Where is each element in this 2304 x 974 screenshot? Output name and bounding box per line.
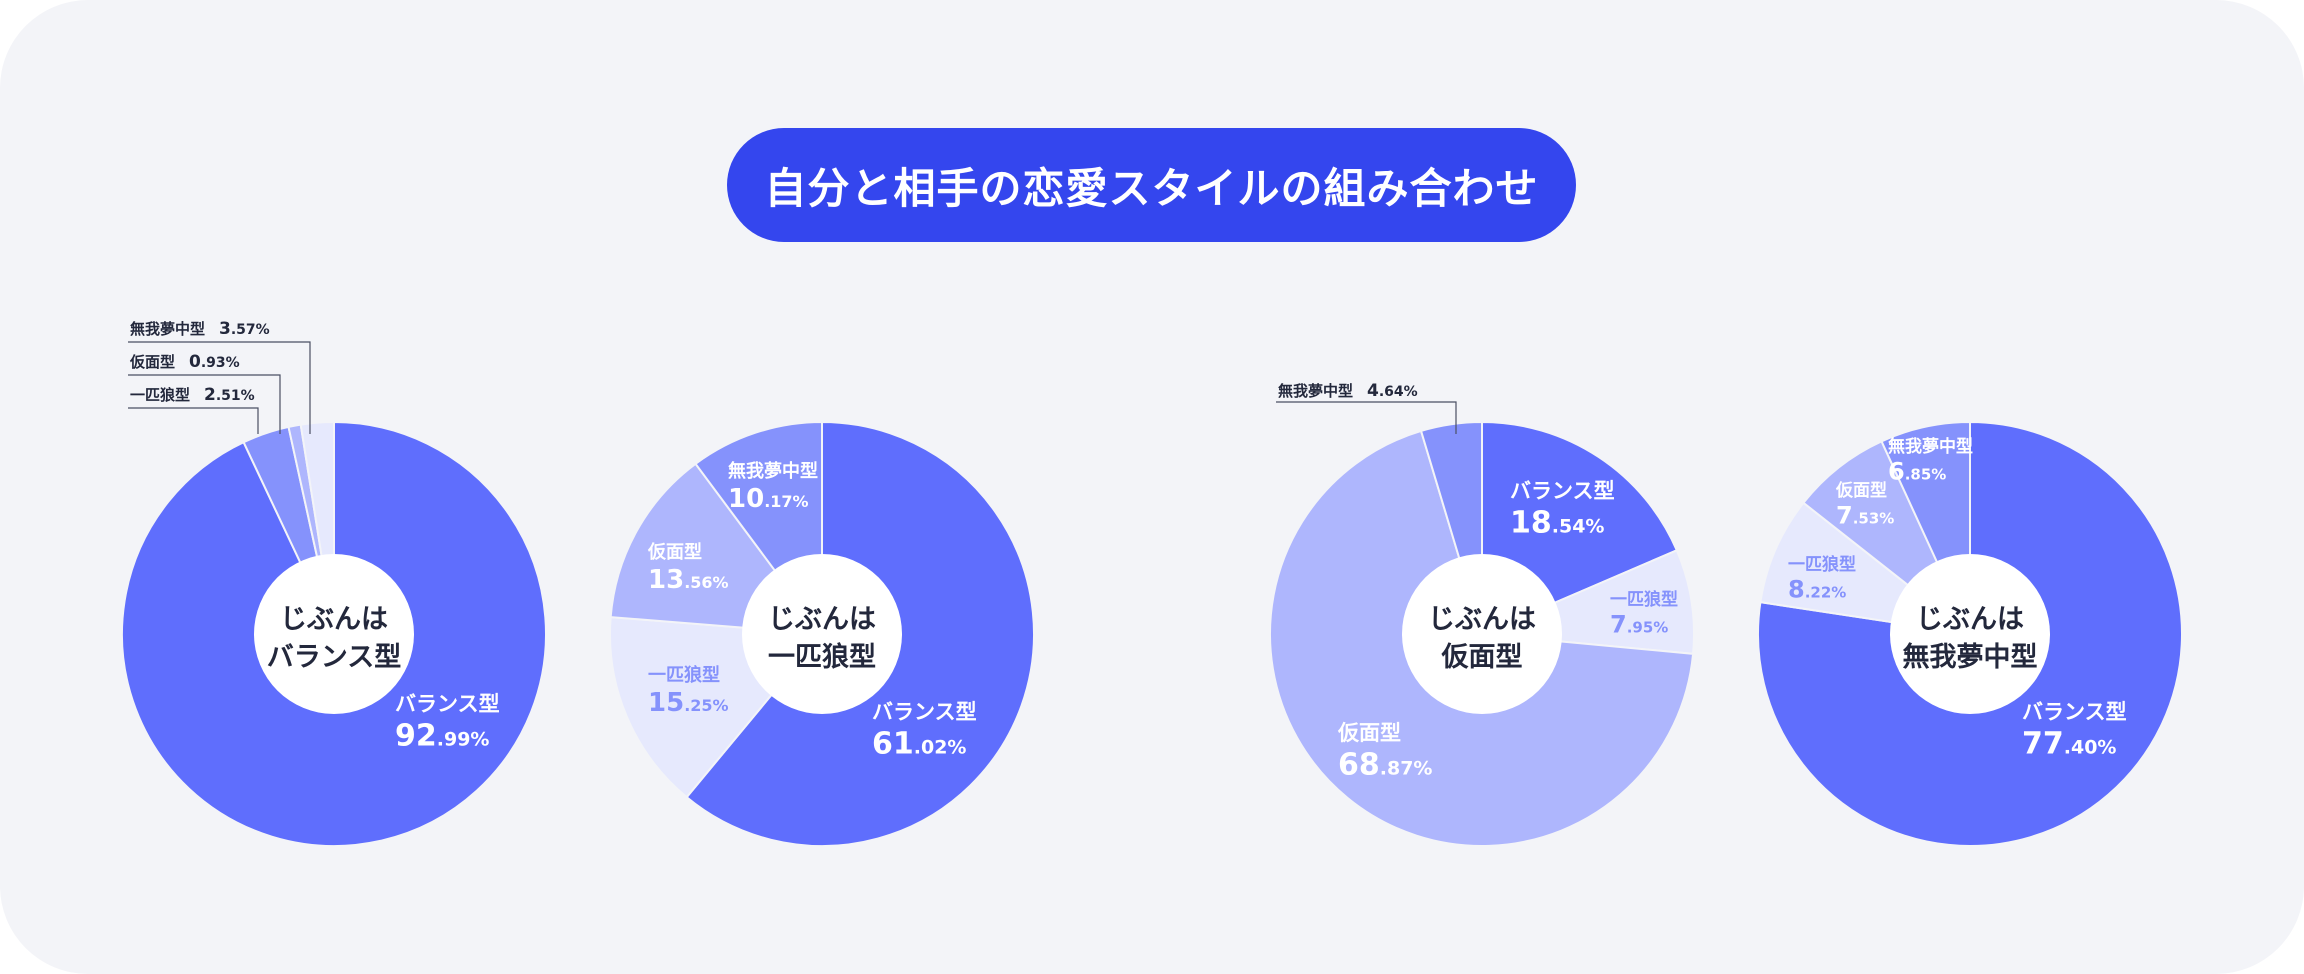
center-label-line-1: じぶんは	[1428, 604, 1536, 635]
value-dec: .54%	[1552, 516, 1605, 538]
value-dec: .85%	[1905, 466, 1947, 484]
value-int: 2	[204, 385, 216, 405]
callout-line-kamen	[128, 374, 281, 434]
slice-label-kamen: 仮面型	[1337, 721, 1401, 745]
slice-label-balance: バランス型	[395, 692, 500, 716]
value-int: 7	[1610, 611, 1627, 639]
slice-label-balance: バランス型	[872, 700, 977, 724]
slice-label-kamen: 仮面型	[1835, 480, 1887, 501]
slice-value-kamen: 68.87%	[1338, 748, 1432, 783]
slice-value-ippiki: 8.22%	[1788, 576, 1846, 604]
slice-label-balance: バランス型	[1510, 479, 1615, 503]
center-hole	[1402, 554, 1562, 714]
value-dec: .22%	[1805, 584, 1847, 602]
value-dec: .64%	[1379, 384, 1418, 400]
callout-line-ippiki	[128, 407, 259, 434]
value-dec: .56%	[684, 573, 728, 592]
slice-value-muga: 10.17%	[728, 484, 809, 514]
slice-value-muga: 6.85%	[1888, 458, 1946, 486]
value-int: 13	[648, 565, 684, 595]
value-int: 3	[219, 319, 231, 339]
slice-value-balance: 61.02%	[872, 727, 966, 762]
slice-value-ippiki: 7.95%	[1610, 611, 1668, 639]
callout-value-muga: 4.64%	[1367, 381, 1418, 401]
value-int: 68	[1338, 748, 1380, 783]
center-label-line-2: 仮面型	[1441, 642, 1523, 673]
callout-value-kamen: 0.93%	[189, 352, 240, 372]
value-int: 10	[728, 484, 764, 514]
value-dec: .87%	[1380, 758, 1433, 780]
slice-label-ippiki: 一匹狼型	[648, 664, 720, 686]
center-label-line-2: 無我夢中型	[1903, 642, 2038, 673]
callout-line-muga	[1276, 401, 1457, 434]
center-label-line-1: じぶんは	[768, 604, 876, 635]
slice-value-balance: 77.40%	[2022, 727, 2116, 762]
value-int: 15	[648, 688, 684, 718]
callout-label-ippiki: 一匹狼型	[130, 386, 190, 404]
value-dec: .53%	[1853, 510, 1895, 528]
slice-label-muga: 無我夢中型	[1888, 436, 1973, 457]
slice-label-muga: 無我夢中型	[728, 460, 818, 482]
value-int: 8	[1788, 576, 1805, 604]
callout-label-muga: 無我夢中型	[130, 320, 205, 338]
value-int: 6	[1888, 458, 1905, 486]
page-title: 自分と相手の恋愛スタイルの組み合わせ	[727, 128, 1576, 242]
callout-value-muga: 3.57%	[219, 319, 270, 339]
center-label-line-2: バランス型	[267, 642, 401, 673]
slice-value-kamen: 7.53%	[1836, 502, 1894, 530]
slice-label-ippiki: 一匹狼型	[1610, 589, 1678, 610]
callout-label-kamen: 仮面型	[129, 353, 175, 371]
value-int: 7	[1836, 502, 1853, 530]
value-int: 92	[395, 719, 437, 754]
callout-value-ippiki: 2.51%	[204, 385, 255, 405]
callout-line-muga	[128, 341, 311, 434]
center-label-line-1: じぶんは	[1916, 604, 2024, 635]
value-dec: .17%	[764, 492, 808, 511]
value-dec: .99%	[437, 729, 490, 751]
slice-label-balance: バランス型	[2022, 700, 2127, 724]
value-int: 4	[1367, 381, 1379, 401]
slice-value-ippiki: 15.25%	[648, 688, 729, 718]
center-label-line-1: じぶんは	[280, 604, 388, 635]
value-dec: .02%	[914, 737, 967, 759]
center-hole	[742, 554, 902, 714]
donut-chart-4: じぶんは無我夢中型バランス型77.40%一匹狼型8.22%仮面型7.53%無我夢…	[1757, 420, 2183, 847]
callout-label-muga: 無我夢中型	[1278, 382, 1353, 400]
value-dec: .93%	[201, 355, 240, 371]
value-dec: .57%	[231, 322, 270, 338]
value-int: 61	[872, 727, 914, 762]
slice-label-ippiki: 一匹狼型	[1788, 554, 1856, 575]
center-label-line-2: 一匹狼型	[768, 641, 876, 673]
value-dec: .25%	[684, 696, 728, 715]
value-dec: .40%	[2064, 737, 2117, 759]
value-dec: .51%	[216, 388, 255, 404]
slice-value-kamen: 13.56%	[648, 565, 729, 595]
slice-balance	[1757, 420, 2183, 847]
donut-chart-2: じぶんは一匹狼型バランス型61.02%一匹狼型15.25%仮面型13.56%無我…	[609, 420, 1035, 847]
center-hole	[254, 554, 414, 714]
slice-label-kamen: 仮面型	[647, 541, 702, 563]
slice-value-balance: 18.54%	[1510, 506, 1604, 541]
value-dec: .95%	[1627, 619, 1669, 637]
center-hole	[1890, 554, 2050, 714]
value-int: 0	[189, 352, 201, 372]
slice-value-balance: 92.99%	[395, 719, 489, 754]
value-int: 77	[2022, 727, 2064, 762]
value-int: 18	[1510, 506, 1552, 541]
